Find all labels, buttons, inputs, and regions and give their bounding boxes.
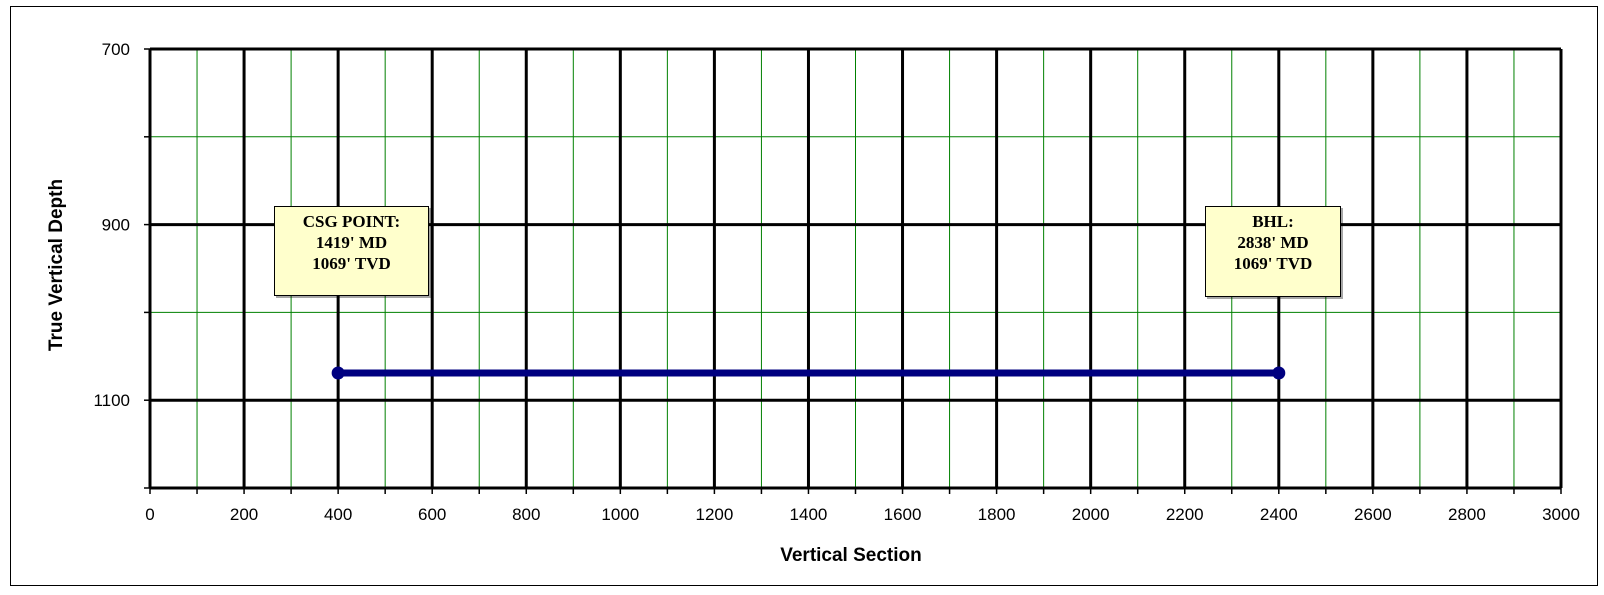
x-tick-label: 1800 xyxy=(978,505,1016,524)
x-tick-label: 2000 xyxy=(1072,505,1110,524)
x-axis-title: Vertical Section xyxy=(780,545,922,566)
callout-line: 2838' MD xyxy=(1237,233,1309,252)
x-tick-label: 600 xyxy=(418,505,446,524)
series-point xyxy=(331,366,345,380)
x-tick-label: 2800 xyxy=(1448,505,1486,524)
bhl-callout: BHL: 2838' MD 1069' TVD xyxy=(1205,206,1341,297)
callout-line: 1069' TVD xyxy=(312,254,391,273)
x-tick-labels: 0 200 400 600 800 1000 1200 1400 1600 1800 2000 220… xyxy=(145,505,1580,524)
y-tick-label: 1100 xyxy=(93,391,130,410)
x-tick-label: 1400 xyxy=(790,505,828,524)
x-tick-label: 2400 xyxy=(1260,505,1298,524)
callout-line: CSG POINT: xyxy=(302,212,401,231)
x-tick-label: 2200 xyxy=(1166,505,1204,524)
series-point xyxy=(1272,366,1286,380)
y-axis-title: True Vertical Depth xyxy=(46,179,67,351)
y-tick-label: 900 xyxy=(102,216,130,235)
x-tick-label: 2600 xyxy=(1354,505,1392,524)
x-tick-label: 3000 xyxy=(1542,505,1580,524)
x-tick-label: 200 xyxy=(230,505,258,524)
callout-line: BHL: xyxy=(1252,212,1294,231)
series-layer xyxy=(331,366,1286,380)
x-tick-label: 0 xyxy=(145,505,154,524)
y-tick-label: 700 xyxy=(102,40,130,59)
minor-grid xyxy=(150,49,1561,488)
x-tick-label: 800 xyxy=(512,505,540,524)
x-tick-label: 400 xyxy=(324,505,352,524)
x-tick-label: 1600 xyxy=(884,505,922,524)
axes xyxy=(144,47,1563,494)
x-tick-label: 1000 xyxy=(601,505,639,524)
x-tick-label: 1200 xyxy=(695,505,733,524)
csg-point-callout: CSG POINT: 1419' MD 1069' TVD xyxy=(274,206,429,296)
callout-line: 1419' MD xyxy=(315,233,388,252)
y-tick-labels: 700 900 1100 xyxy=(93,40,130,410)
callout-line: 1069' TVD xyxy=(1233,254,1313,273)
